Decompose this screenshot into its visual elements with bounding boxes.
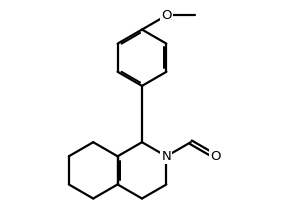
Text: N: N bbox=[162, 150, 171, 163]
Text: O: O bbox=[161, 9, 172, 22]
Text: O: O bbox=[210, 150, 220, 163]
